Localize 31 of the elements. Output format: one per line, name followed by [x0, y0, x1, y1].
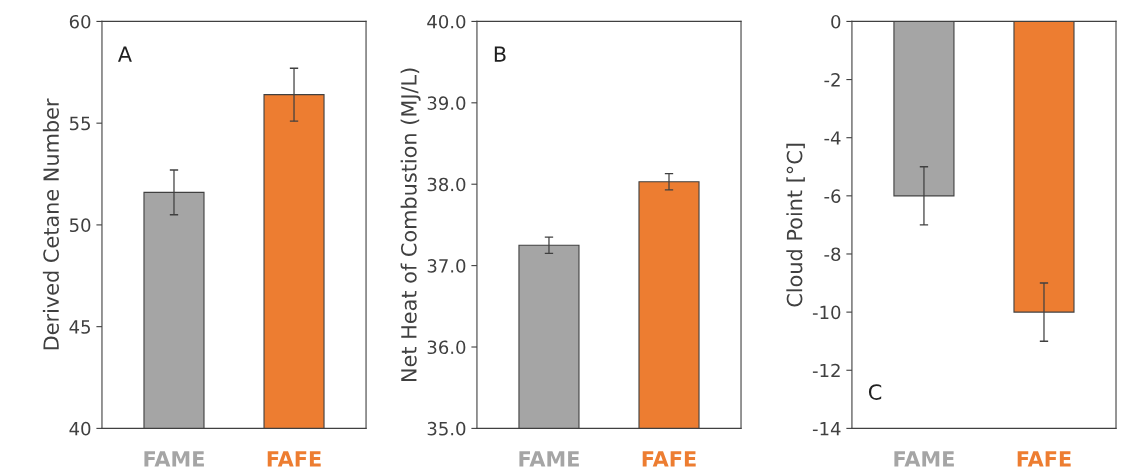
annotation: B [494, 46, 506, 62]
y-tick-label: -12 [812, 363, 840, 378]
x-tick-label: FAME [519, 451, 579, 467]
y-tick-label: 40 [69, 421, 91, 436]
y-tick-label: 39.0 [427, 96, 466, 110]
y-axis-title: Cloud Point [°C] [786, 143, 805, 307]
x-tick-label: FAFE [267, 451, 321, 467]
y-tick-label: 37.0 [427, 259, 466, 273]
y-tick-label: 60 [69, 14, 91, 29]
y-tick-label: -14 [812, 422, 841, 436]
y-tick-label: 45 [69, 320, 90, 334]
y-tick-label: -4 [824, 131, 841, 145]
y-tick-label: 55 [69, 116, 90, 131]
x-tick-label: FAFE [1017, 451, 1071, 467]
y-tick-label: 36.0 [427, 340, 466, 355]
y-tick-label: -2 [824, 73, 840, 87]
annotation: A [117, 46, 132, 62]
y-axis-title: Derived Cetane Number [42, 98, 59, 350]
annotation: C [868, 384, 882, 400]
y-tick-label: -6 [824, 189, 841, 203]
x-tick-label: FAME [894, 451, 954, 467]
y-tick-label: 0 [831, 14, 841, 29]
y-tick-label: 38.0 [427, 177, 466, 192]
y-tick-label: -10 [812, 305, 841, 320]
y-axis-title: Net Heat of Combustion (MJ/L) [400, 68, 421, 382]
y-tick-label: 40.0 [427, 14, 466, 29]
y-tick-label: 50 [69, 218, 91, 233]
y-tick-label: 35.0 [427, 421, 466, 436]
y-tick-label: -8 [824, 247, 841, 262]
x-tick-label: FAME [144, 451, 204, 467]
x-tick-label: FAFE [642, 451, 696, 467]
